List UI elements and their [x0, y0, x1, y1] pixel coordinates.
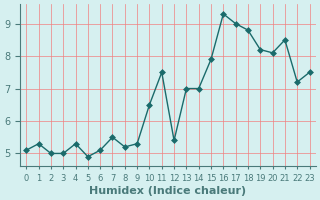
X-axis label: Humidex (Indice chaleur): Humidex (Indice chaleur)	[89, 186, 246, 196]
